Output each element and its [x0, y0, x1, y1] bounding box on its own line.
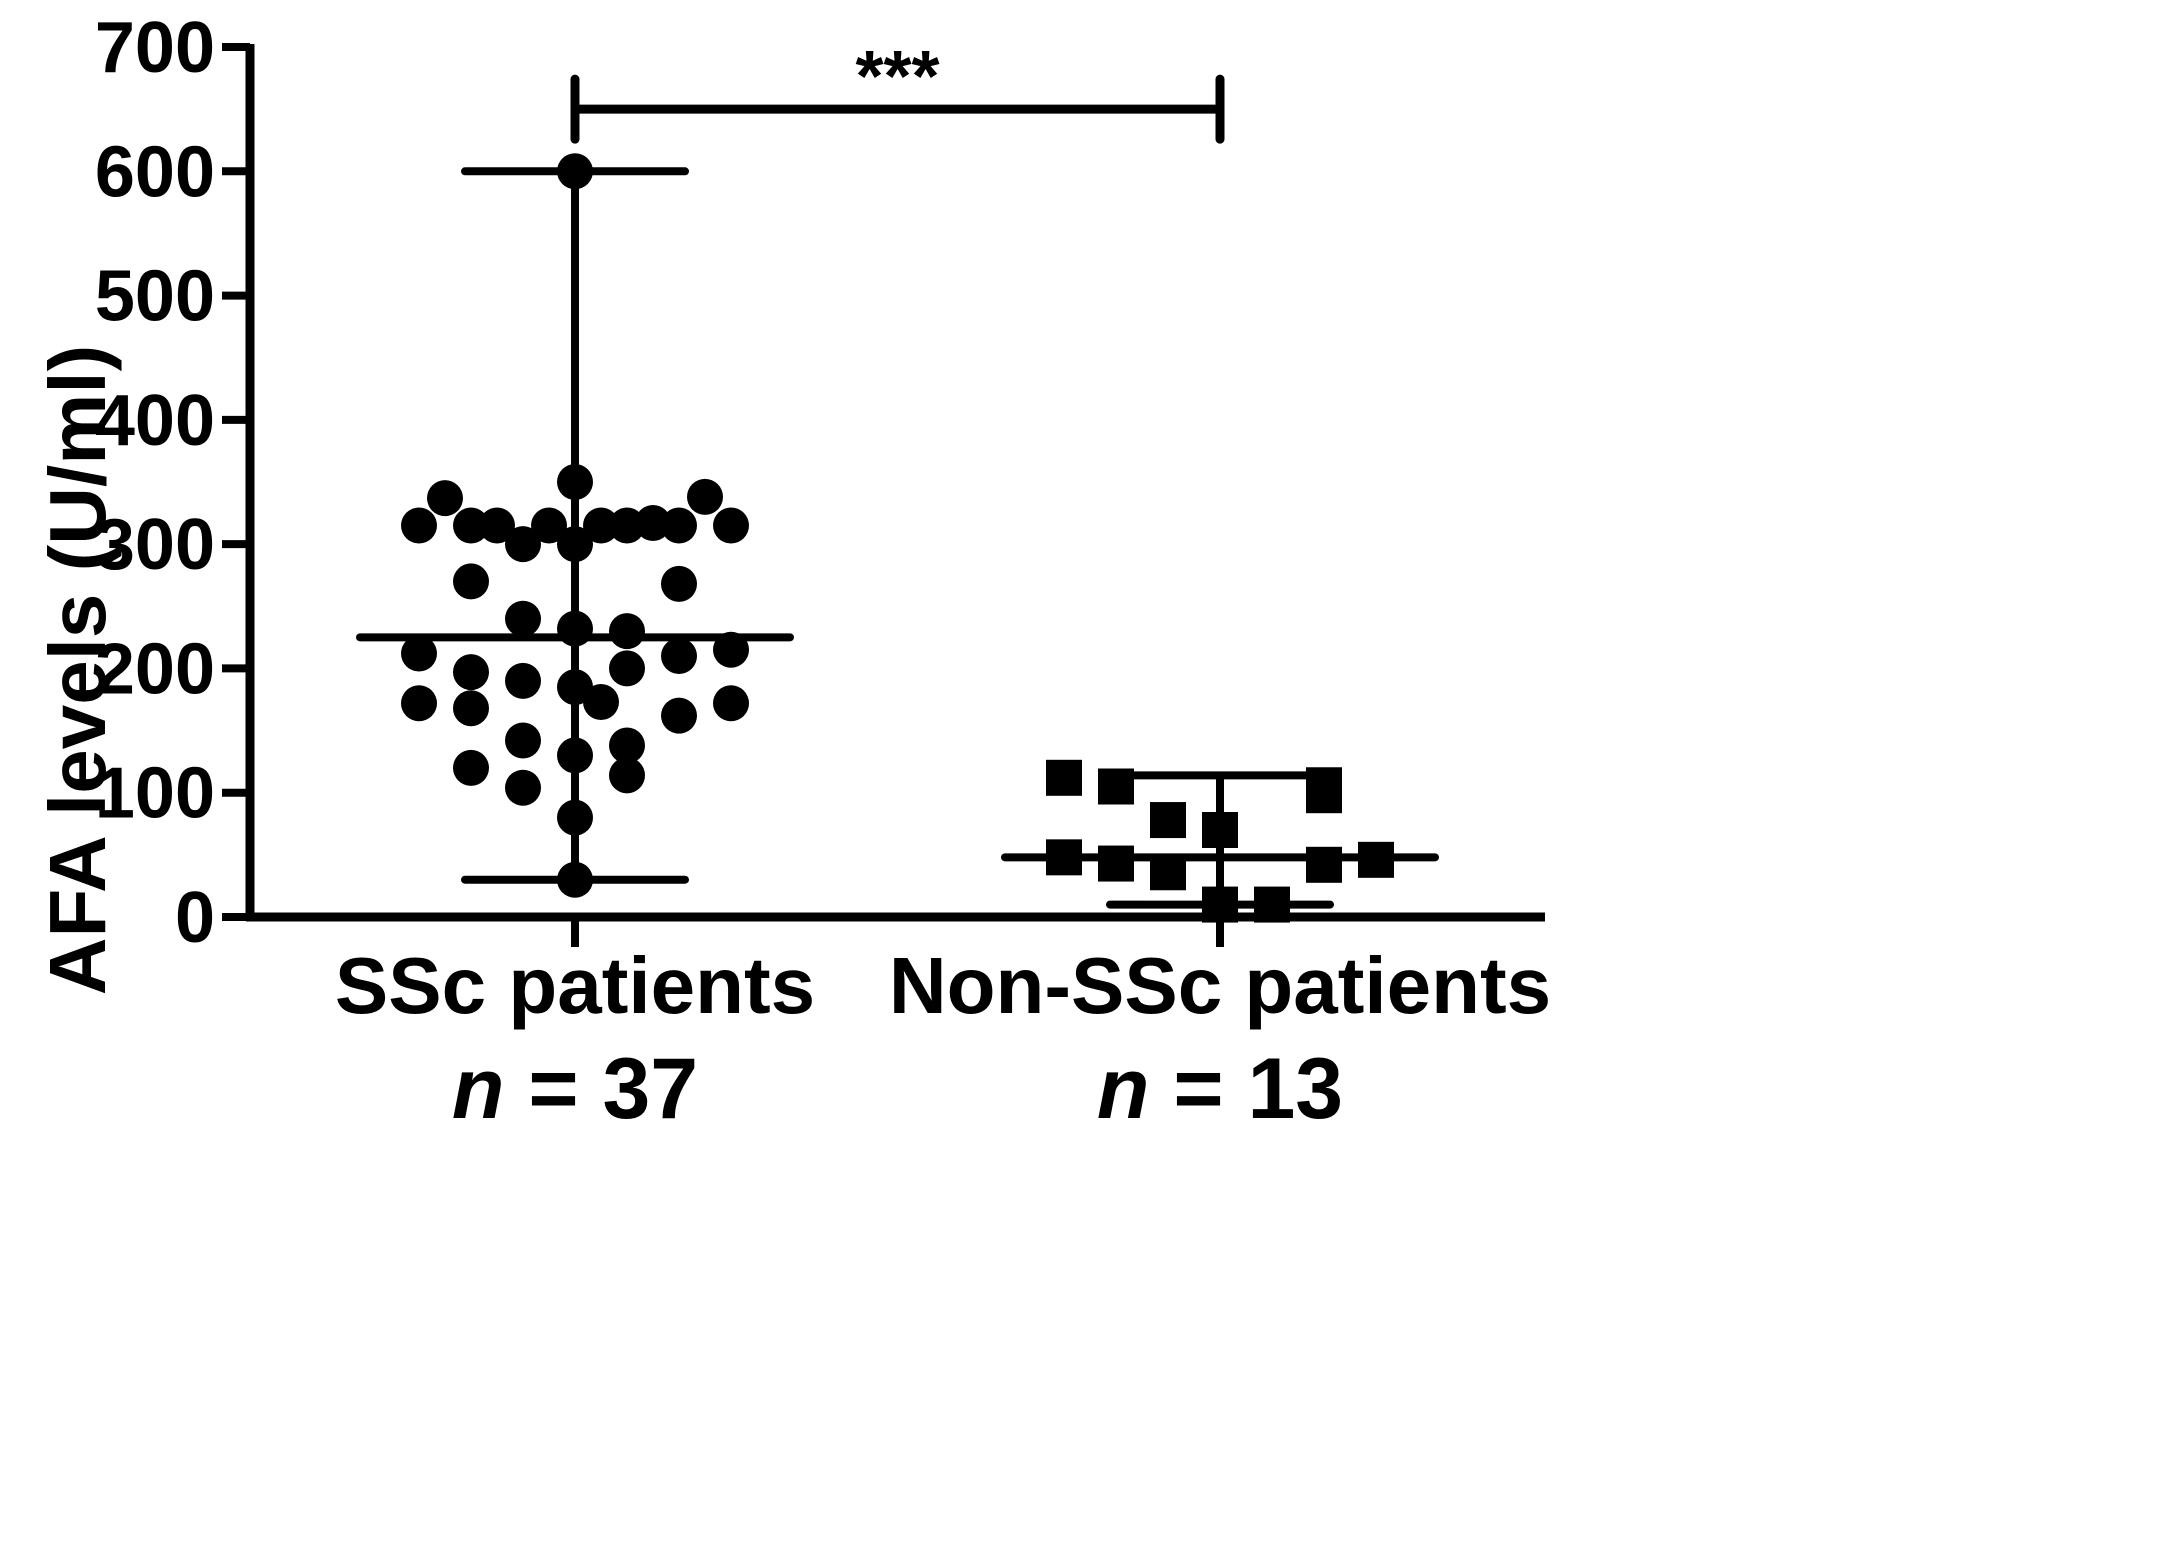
sample-size-label: n = 13 [1097, 1041, 1343, 1137]
non-ssc-data-point [1358, 841, 1394, 878]
non-ssc-data-point [1150, 854, 1186, 891]
ssc-data-point [583, 507, 619, 544]
non-ssc-data-point [1046, 759, 1082, 796]
ssc-data-point [609, 757, 645, 794]
ssc-data-point [531, 507, 567, 544]
sample-size-symbol: n [1097, 1041, 1173, 1137]
y-tick-label: 500 [95, 257, 215, 337]
non-ssc-data-point [1046, 839, 1082, 876]
non-ssc-data-point [1202, 886, 1238, 923]
ssc-data-point [401, 685, 437, 722]
ssc-data-point [609, 727, 645, 764]
ssc-data-point [453, 749, 489, 786]
ssc-data-point [713, 507, 749, 544]
ssc-data-point [505, 526, 541, 563]
ssc-data-point [505, 600, 541, 637]
x-category-label: Non-SSc patients [889, 941, 1551, 1030]
y-tick-label: 400 [95, 381, 215, 461]
non-ssc-data-point [1254, 886, 1290, 923]
y-tick-label: 0 [175, 878, 215, 958]
non-ssc-data-point [1098, 768, 1134, 805]
ssc-data-point [557, 610, 593, 647]
non-ssc-data-point [1150, 802, 1186, 839]
sample-size-label: n = 37 [452, 1041, 698, 1137]
ssc-data-point [453, 654, 489, 691]
y-tick-label: 100 [95, 754, 215, 834]
ssc-data-point [401, 507, 437, 544]
ssc-data-point [661, 638, 697, 674]
non-ssc-data-point [1098, 845, 1134, 882]
y-tick-label: 200 [95, 629, 215, 709]
ssc-data-point [453, 690, 489, 727]
ssc-data-point [505, 662, 541, 699]
ssc-data-point [427, 480, 463, 517]
ssc-data-point [557, 153, 593, 190]
ssc-data-point [479, 507, 515, 544]
ssc-data-point [401, 635, 437, 672]
sample-size-symbol: n [452, 1041, 528, 1137]
non-ssc-data-point [1202, 812, 1238, 848]
y-tick-label: 600 [95, 132, 215, 212]
sample-size-value: = 37 [528, 1041, 698, 1137]
data-points [401, 153, 1394, 923]
ssc-data-point [557, 861, 593, 898]
ssc-data-point [635, 505, 671, 542]
ssc-data-point [713, 685, 749, 722]
ssc-data-point [713, 631, 749, 668]
ssc-data-point [687, 478, 723, 515]
non-ssc-data-point [1306, 767, 1342, 804]
sample-size-value: = 13 [1173, 1041, 1343, 1137]
ssc-data-point [583, 683, 619, 720]
ssc-data-point [453, 563, 489, 600]
y-ticks: 0 100 200 300 400 500 600 700 [95, 8, 250, 958]
y-tick-label: 300 [95, 505, 215, 585]
ssc-data-point [557, 526, 593, 563]
ssc-data-point [661, 697, 697, 734]
ssc-data-point [557, 464, 593, 500]
x-category-label: SSc patients [335, 941, 815, 1030]
y-tick-label: 700 [95, 8, 215, 88]
non-ssc-data-point [1306, 846, 1342, 883]
ssc-data-point [505, 722, 541, 759]
ssc-data-point [609, 613, 645, 650]
ssc-data-point [609, 507, 645, 544]
significance-label: *** [855, 37, 939, 117]
ssc-data-point [661, 565, 697, 602]
axes [245, 44, 1545, 922]
ssc-data-point [557, 737, 593, 774]
ssc-data-point [505, 769, 541, 806]
ssc-data-point [609, 650, 645, 687]
ssc-data-point [661, 507, 697, 544]
ssc-data-point [557, 799, 593, 836]
ssc-data-point [453, 507, 489, 544]
x-categories: SSc patients n = 37 Non-SSc patients n = 13 [335, 917, 1551, 1137]
y-axis-label: AFA levels (U/ml) [33, 345, 122, 996]
annotations: *** [570, 37, 1225, 144]
